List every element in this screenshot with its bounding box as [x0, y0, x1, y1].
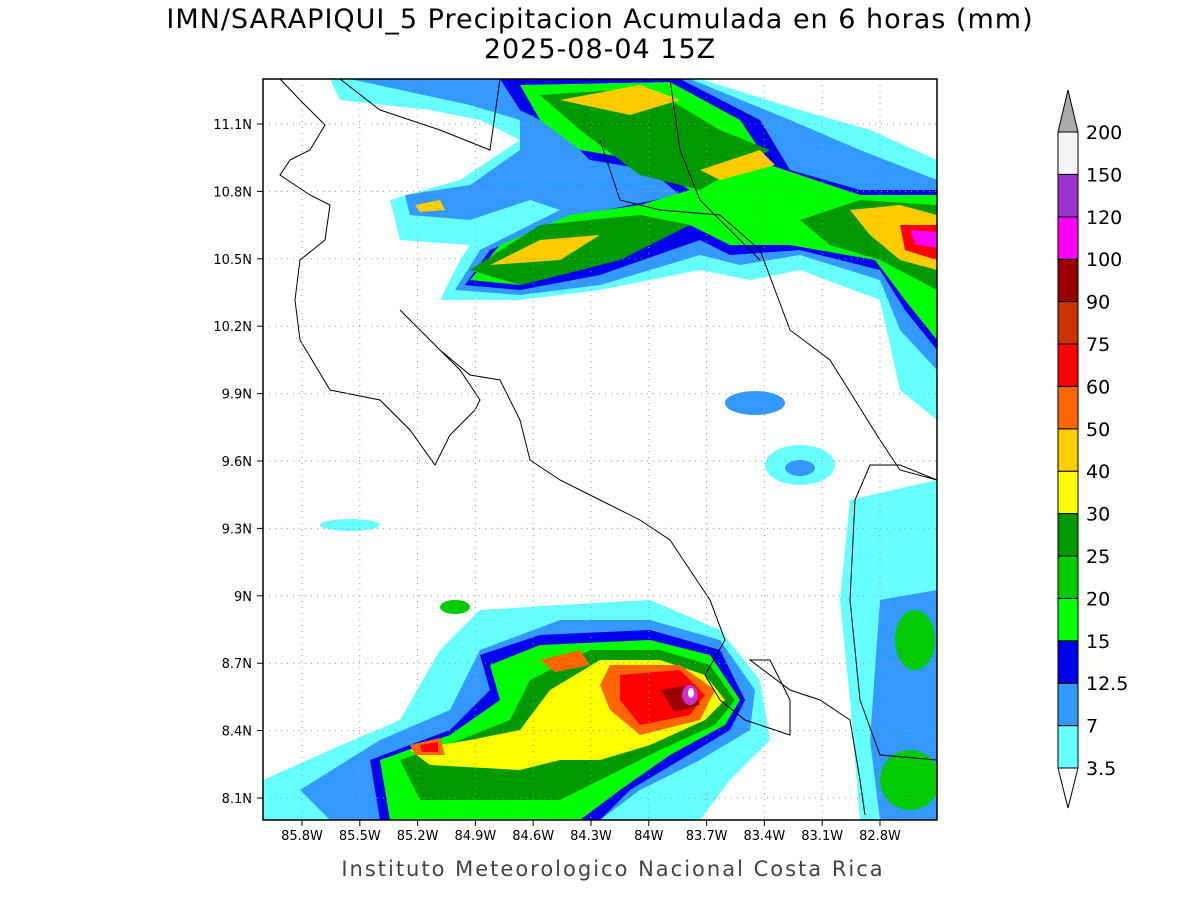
colorbar-label: 50	[1086, 419, 1110, 441]
lon-label: 83.1W	[801, 829, 843, 844]
colorbar-segment	[1057, 131, 1079, 175]
lon-label: 83.4W	[743, 829, 785, 844]
subtitle: 2025-08-04 15Z	[484, 34, 716, 65]
colorbar-label: 25	[1086, 546, 1110, 568]
lat-label: 10.5N	[213, 253, 252, 268]
lat-label: 10.2N	[213, 320, 252, 335]
lat-label: 9.3N	[222, 522, 252, 537]
colorbar-segment	[1057, 216, 1079, 260]
colorbar-segment	[1057, 725, 1079, 769]
colorbar-segment	[1057, 343, 1079, 387]
colorbar-label: 20	[1086, 588, 1110, 610]
colorbar-label: 40	[1086, 461, 1110, 483]
lat-label: 9.6N	[222, 455, 252, 470]
lon-label: 85.5W	[339, 829, 381, 844]
colorbar-label: 7	[1086, 716, 1098, 738]
colorbar: 3.5 7 12.5 15 20 25 30 40 50 60 75 90 100 120 150 200	[1057, 89, 1128, 809]
coastline	[279, 79, 937, 816]
colorbar-segment	[1057, 173, 1079, 218]
colorbar-segment	[1057, 513, 1079, 557]
colorbar-label: 120	[1086, 207, 1122, 229]
lat-label: 8.1N	[222, 792, 252, 807]
colorbar-label: 12.5	[1086, 673, 1128, 695]
colorbar-segment	[1057, 385, 1079, 430]
footer: Instituto Meteorologico Nacional Costa R…	[341, 857, 884, 881]
map-frame	[262, 78, 938, 821]
colorbar-segment	[1057, 640, 1079, 684]
lat-label: 10.8N	[213, 185, 252, 200]
colorbar-label: 60	[1086, 376, 1110, 398]
lon-label: 82.8W	[859, 829, 901, 844]
lon-label: 83.7W	[686, 829, 728, 844]
colorbar-label: 200	[1086, 122, 1122, 144]
axis-labels: 11.1N 10.8N 10.5N 10.2N 9.9N 9.6N 9.3N 9N 8.7N 8.…	[213, 118, 901, 844]
colorbar-segment	[1057, 555, 1079, 599]
lon-label: 84.6W	[512, 829, 554, 844]
lon-label: 85.8W	[281, 829, 323, 844]
colorbar-label: 30	[1086, 504, 1110, 526]
colorbar-label: 15	[1086, 631, 1110, 653]
colorbar-label: 3.5	[1086, 758, 1116, 780]
colorbar-over	[1057, 89, 1079, 133]
precip-field	[263, 79, 937, 820]
lat-label: 8.4N	[222, 725, 252, 740]
colorbar-label: 75	[1086, 334, 1110, 356]
colorbar-segment	[1057, 682, 1079, 727]
lat-label: 11.1N	[213, 118, 252, 133]
colorbar-label: 150	[1086, 164, 1122, 186]
colorbar-segment	[1057, 301, 1079, 345]
colorbar-segment	[1057, 470, 1079, 515]
lon-label: 84.9W	[454, 829, 496, 844]
colorbar-label: 100	[1086, 249, 1122, 271]
colorbar-segment	[1057, 258, 1079, 303]
colorbar-segment	[1057, 597, 1079, 642]
colorbar-label: 90	[1086, 292, 1110, 314]
lat-label: 9N	[234, 590, 252, 605]
title: IMN/SARAPIQUI_5 Precipitacion Acumulada …	[166, 4, 1033, 35]
colorbar-segment	[1057, 428, 1079, 472]
colorbar-under	[1057, 767, 1079, 809]
lat-label: 8.7N	[222, 657, 252, 672]
lon-label: 84.3W	[570, 829, 612, 844]
lon-label: 84W	[634, 829, 664, 844]
lon-label: 85.2W	[397, 829, 439, 844]
graticule	[263, 79, 937, 820]
lat-label: 9.9N	[222, 388, 252, 403]
